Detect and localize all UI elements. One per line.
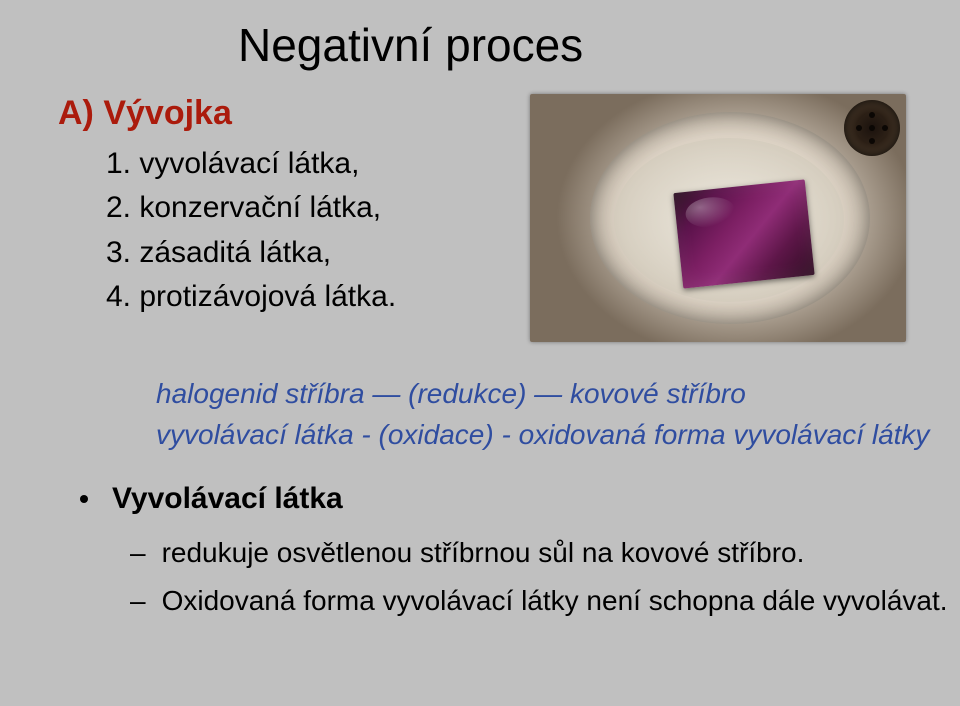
sublist-item-1: – redukuje osvětlenou stříbrnou sůl na k…	[130, 532, 948, 574]
reaction-equations: halogenid stříbra — (redukce) — kovové s…	[156, 374, 929, 455]
drain-icon	[844, 100, 900, 156]
sublist-text-1: redukuje osvětlenou stříbrnou sůl na kov…	[162, 532, 805, 574]
sublist-text-2: Oxidovaná forma vyvolávací látky není sc…	[162, 580, 948, 622]
numbered-list: 1. vyvolávací látka, 2. konzervační látk…	[106, 142, 396, 320]
bullet-dot-icon	[80, 495, 88, 503]
section-a-heading: A) Vývojka	[58, 94, 232, 133]
dash-icon: –	[130, 580, 146, 622]
dash-icon: –	[130, 532, 146, 574]
sublist-item-2: – Oxidovaná forma vyvolávací látky není …	[130, 580, 948, 622]
list-item-3: 3. zásaditá látka,	[106, 231, 396, 275]
slide: Negativní proces A) Vývojka 1. vyvolávac…	[0, 0, 960, 706]
list-item-2: 2. konzervační látka,	[106, 186, 396, 230]
list-item-4: 4. protizávojová látka.	[106, 275, 396, 319]
reaction-line-1: halogenid stříbra — (redukce) — kovové s…	[156, 374, 929, 415]
slide-title: Negativní proces	[238, 18, 583, 72]
reaction-line-2: vyvolávací látka - (oxidace) - oxidovaná…	[156, 415, 929, 456]
bullet-heading-text: Vyvolávací látka	[112, 482, 343, 516]
film-negative-shape	[673, 179, 814, 288]
list-item-1: 1. vyvolávací látka,	[106, 142, 396, 186]
developer-tray-photo	[530, 94, 906, 342]
dash-sublist: – redukuje osvětlenou stříbrnou sůl na k…	[130, 532, 948, 628]
bullet-heading-row: Vyvolávací látka	[80, 482, 343, 516]
